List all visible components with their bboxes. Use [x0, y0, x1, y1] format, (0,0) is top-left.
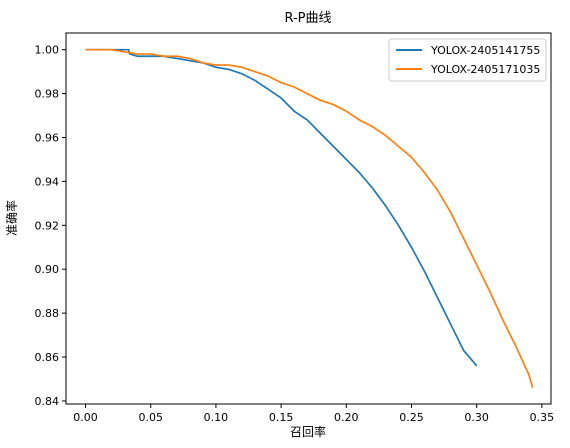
- y-tick-label: 0.92: [35, 219, 60, 232]
- y-tick-label: 1.00: [35, 44, 60, 57]
- x-tick-label: 0.25: [399, 411, 424, 424]
- series-line-1: [85, 48, 478, 367]
- series-line-2: [85, 48, 534, 389]
- x-tick-label: 0.00: [73, 411, 98, 424]
- legend: YOLOX-2405141755 YOLOX-2405171035: [388, 38, 547, 82]
- x-tick-label: 0.20: [334, 411, 359, 424]
- y-tick-label: 0.90: [35, 263, 60, 276]
- y-tick-label: 0.88: [35, 307, 60, 320]
- chart-title: R-P曲线: [284, 11, 331, 26]
- plot-lines: [85, 48, 534, 389]
- y-tick-label: 0.98: [35, 88, 60, 101]
- y-tick-label: 0.86: [35, 351, 60, 364]
- legend-label-series-1: YOLOX-2405141755: [430, 44, 540, 57]
- x-tick-label: 0.35: [530, 411, 555, 424]
- y-tick-label: 0.96: [35, 131, 60, 144]
- plot-area-frame: [65, 32, 552, 405]
- legend-label-series-2: YOLOX-2405171035: [430, 63, 540, 76]
- x-axis: 0.00 0.05 0.10 0.15 0.20 0.25 0.30 0.35: [73, 404, 554, 424]
- legend-box: [388, 38, 547, 82]
- x-axis-label: 召回率: [290, 424, 326, 439]
- x-tick-label: 0.30: [464, 411, 489, 424]
- x-tick-label: 0.15: [269, 411, 294, 424]
- x-tick-label: 0.10: [204, 411, 229, 424]
- y-tick-label: 0.84: [35, 395, 60, 408]
- y-axis: 0.84 0.86 0.88 0.90 0.92 0.94 0.96 0.98 1.00: [35, 44, 66, 408]
- y-axis-label: 准确率: [4, 200, 19, 236]
- y-tick-label: 0.94: [35, 175, 60, 188]
- x-tick-label: 0.05: [138, 411, 163, 424]
